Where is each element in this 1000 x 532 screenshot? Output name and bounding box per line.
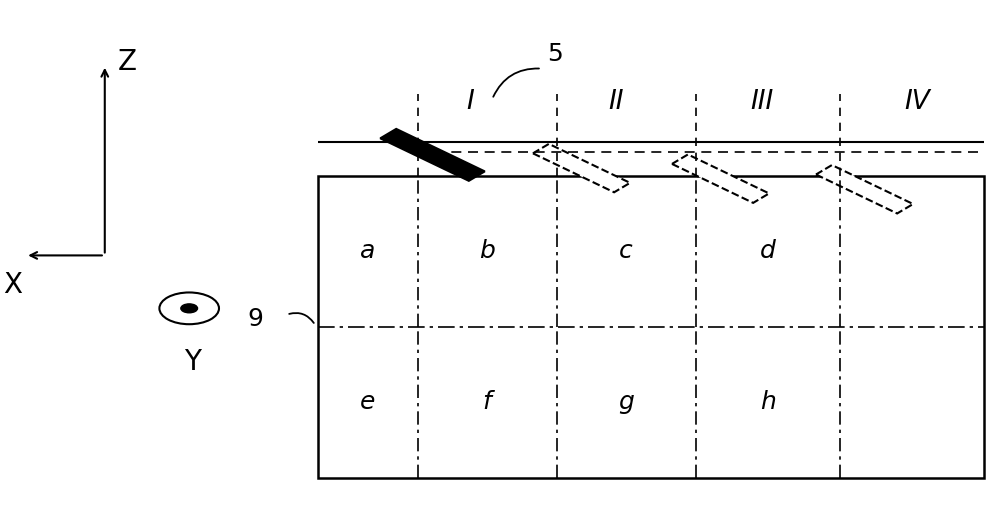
Text: c: c: [619, 239, 633, 263]
Text: g: g: [618, 390, 634, 414]
Polygon shape: [533, 144, 630, 192]
Text: Z: Z: [118, 48, 137, 76]
Text: IV: IV: [904, 89, 930, 115]
Text: II: II: [608, 89, 624, 115]
Circle shape: [181, 304, 198, 313]
Text: e: e: [360, 390, 376, 414]
Polygon shape: [380, 129, 485, 181]
Text: 9: 9: [248, 307, 264, 331]
Text: h: h: [760, 390, 776, 414]
Text: 5: 5: [547, 43, 563, 66]
Text: I: I: [466, 89, 474, 115]
Text: Y: Y: [184, 348, 201, 376]
Polygon shape: [816, 165, 913, 213]
Text: a: a: [360, 239, 376, 263]
Text: III: III: [751, 89, 774, 115]
Text: f: f: [483, 390, 492, 414]
Text: b: b: [479, 239, 495, 263]
Bar: [318, 176, 984, 478]
Text: d: d: [760, 239, 776, 263]
Text: X: X: [3, 271, 22, 300]
Polygon shape: [672, 154, 769, 203]
